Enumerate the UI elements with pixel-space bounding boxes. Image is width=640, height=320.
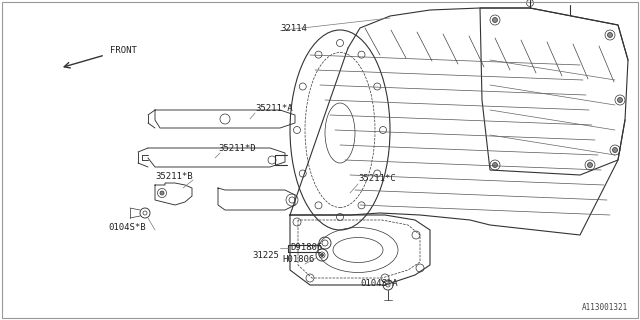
Text: 0104S*B: 0104S*B — [108, 223, 146, 233]
Circle shape — [321, 253, 323, 257]
Text: 31225: 31225 — [252, 252, 279, 260]
Circle shape — [493, 163, 497, 167]
Text: 32114: 32114 — [280, 23, 307, 33]
Circle shape — [618, 98, 623, 102]
Text: FRONT: FRONT — [110, 45, 137, 54]
Text: D91806: D91806 — [290, 243, 323, 252]
Text: 35211*D: 35211*D — [218, 143, 255, 153]
Text: 35211*B: 35211*B — [155, 172, 193, 180]
Text: H01806: H01806 — [282, 255, 314, 265]
Circle shape — [607, 33, 612, 37]
Circle shape — [493, 18, 497, 22]
Text: 35211*A: 35211*A — [255, 103, 292, 113]
Text: 0104S*A: 0104S*A — [360, 278, 397, 287]
Circle shape — [612, 148, 618, 153]
Text: 35211*C: 35211*C — [358, 173, 396, 182]
Circle shape — [160, 191, 164, 195]
Text: A113001321: A113001321 — [582, 303, 628, 312]
Circle shape — [588, 163, 593, 167]
